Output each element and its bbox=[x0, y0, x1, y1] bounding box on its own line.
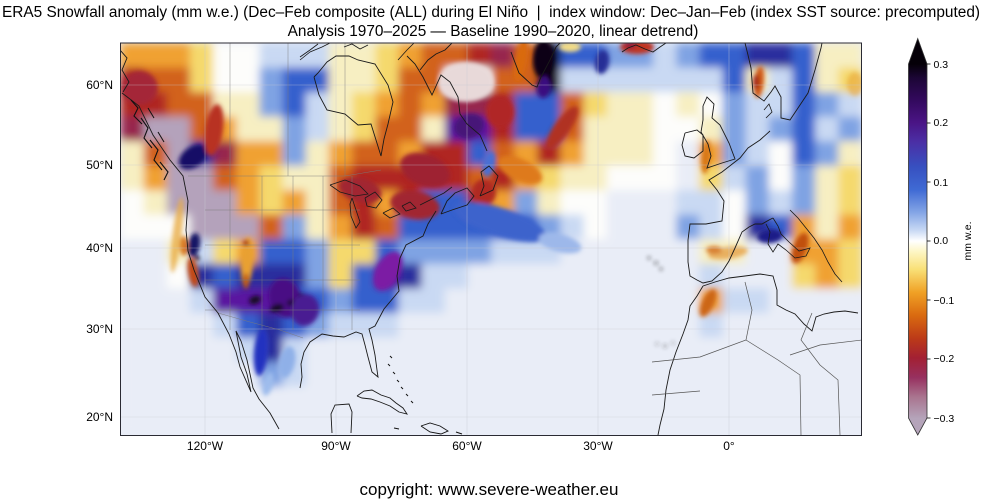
svg-text:mm w.e.: mm w.e. bbox=[962, 221, 974, 260]
svg-text:0.2: 0.2 bbox=[934, 117, 949, 129]
svg-text:60°N: 60°N bbox=[86, 78, 113, 92]
svg-text:0.0: 0.0 bbox=[934, 235, 949, 247]
svg-text:30°W: 30°W bbox=[583, 439, 613, 453]
svg-text:0.1: 0.1 bbox=[934, 177, 949, 189]
svg-text:copyright: www.severe-weather.: copyright: www.severe-weather.eu bbox=[360, 480, 619, 499]
svg-text:ERA5 Snowfall anomaly (mm w.e.: ERA5 Snowfall anomaly (mm w.e.) (Dec–Feb… bbox=[2, 4, 980, 21]
svg-text:0°: 0° bbox=[723, 439, 735, 453]
svg-text:−0.2: −0.2 bbox=[934, 353, 955, 365]
svg-text:−0.1: −0.1 bbox=[934, 295, 955, 307]
svg-text:−0.3: −0.3 bbox=[934, 413, 955, 425]
svg-text:0.3: 0.3 bbox=[934, 59, 949, 71]
svg-text:40°N: 40°N bbox=[86, 241, 113, 255]
svg-text:50°N: 50°N bbox=[86, 158, 113, 172]
svg-text:Analysis 1970–2025 — Baseline: Analysis 1970–2025 — Baseline 1990–2020,… bbox=[288, 23, 699, 40]
svg-text:120°W: 120°W bbox=[187, 439, 224, 453]
svg-text:60°W: 60°W bbox=[452, 439, 482, 453]
svg-text:90°W: 90°W bbox=[321, 439, 351, 453]
svg-text:20°N: 20°N bbox=[86, 410, 113, 424]
svg-text:30°N: 30°N bbox=[86, 322, 113, 336]
